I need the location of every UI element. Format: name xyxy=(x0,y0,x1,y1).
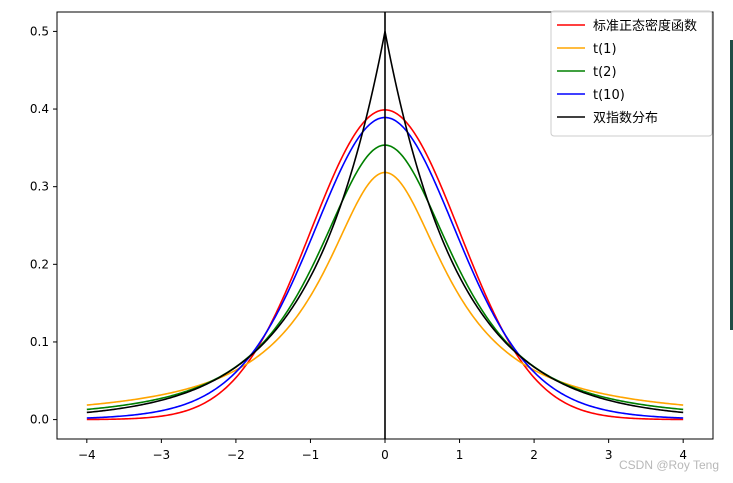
x-tick-label: −4 xyxy=(78,448,96,462)
legend-label: 标准正态密度函数 xyxy=(593,18,697,34)
x-tick-label: 3 xyxy=(605,448,613,462)
y-tick-label: 0.1 xyxy=(30,335,49,349)
y-tick-label: 0.0 xyxy=(30,413,49,427)
legend-label: t(1) xyxy=(593,42,617,57)
x-axis: −4 −3 −2 −1 0 1 2 3 4 xyxy=(78,439,687,462)
x-tick-label: 1 xyxy=(456,448,464,462)
y-tick-label: 0.4 xyxy=(30,102,49,116)
legend: 标准正态密度函数 t(1) t(2) t(10) 双指数分布 xyxy=(550,10,713,137)
y-axis: 0.0 0.1 0.2 0.3 0.4 0.5 xyxy=(30,24,57,427)
y-tick-label: 0.3 xyxy=(30,180,49,194)
y-tick-label: 0.5 xyxy=(30,24,49,38)
y-tick-label: 0.2 xyxy=(30,257,49,271)
x-tick-label: −3 xyxy=(153,448,171,462)
edge-accent xyxy=(730,40,733,330)
legend-box xyxy=(550,10,713,137)
x-tick-label: 4 xyxy=(679,448,687,462)
x-tick-label: −1 xyxy=(302,448,320,462)
watermark-text: CSDN @Roy Teng xyxy=(619,458,719,472)
x-tick-label: 2 xyxy=(530,448,538,462)
x-tick-label: 0 xyxy=(381,448,389,462)
x-tick-label: −2 xyxy=(227,448,245,462)
legend-label: t(2) xyxy=(593,65,617,80)
legend-label: t(10) xyxy=(593,88,625,103)
legend-label: 双指数分布 xyxy=(593,111,658,126)
